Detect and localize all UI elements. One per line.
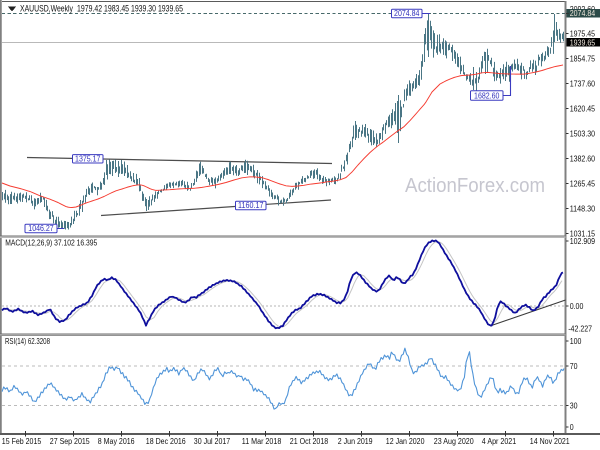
svg-text:1382.60: 1382.60 (570, 154, 596, 163)
svg-text:4 Apr 2021: 4 Apr 2021 (482, 437, 517, 446)
svg-text:2 Jun 2019: 2 Jun 2019 (338, 437, 373, 446)
svg-text:102.909: 102.909 (570, 237, 596, 246)
svg-text:1737.60: 1737.60 (570, 79, 596, 88)
svg-text:2074.84: 2074.84 (394, 9, 420, 18)
svg-text:15 Feb 2015: 15 Feb 2015 (2, 437, 42, 446)
svg-text:12 Jan 2020: 12 Jan 2020 (386, 437, 425, 446)
svg-text:100: 100 (570, 337, 582, 346)
svg-text:1148.30: 1148.30 (570, 204, 596, 213)
svg-text:1046.27: 1046.27 (28, 224, 54, 233)
svg-text:MACD(12,26,9) 37.102 16.395: MACD(12,26,9) 37.102 16.395 (5, 237, 97, 247)
svg-text:1031.15: 1031.15 (570, 229, 596, 238)
svg-text:1979.42 1983.45 1939.30 1939.6: 1979.42 1983.45 1939.30 1939.65 (77, 3, 183, 13)
svg-text:1375.17: 1375.17 (75, 155, 101, 164)
svg-text:ActionForex.com: ActionForex.com (405, 175, 545, 197)
svg-text:21 Oct 2018: 21 Oct 2018 (290, 437, 329, 446)
svg-text:30 Jul 2017: 30 Jul 2017 (194, 437, 231, 446)
svg-text:0.00: 0.00 (570, 302, 584, 311)
svg-text:1503.30: 1503.30 (570, 129, 596, 138)
svg-text:1939.65: 1939.65 (570, 38, 596, 47)
svg-text:1265.45: 1265.45 (570, 179, 596, 188)
svg-text:1682.60: 1682.60 (474, 92, 500, 101)
svg-text:27 Sep 2015: 27 Sep 2015 (50, 437, 90, 446)
svg-text:14 Nov 2021: 14 Nov 2021 (530, 437, 570, 446)
svg-text:0: 0 (570, 423, 574, 432)
svg-text:XAUUSD,Weekly: XAUUSD,Weekly (20, 3, 73, 13)
svg-text:23 Aug 2020: 23 Aug 2020 (434, 437, 474, 446)
svg-text:-42.227: -42.227 (568, 325, 592, 334)
svg-text:8 May 2016: 8 May 2016 (98, 437, 135, 446)
svg-text:1854.75: 1854.75 (570, 54, 596, 63)
svg-text:RSI(14) 62.3208: RSI(14) 62.3208 (5, 336, 50, 346)
svg-text:30: 30 (570, 401, 578, 410)
svg-text:18 Dec 2016: 18 Dec 2016 (146, 437, 186, 446)
svg-text:1975.45: 1975.45 (570, 29, 596, 38)
svg-text:11 Mar 2018: 11 Mar 2018 (242, 437, 282, 446)
svg-text:2074.84: 2074.84 (570, 9, 596, 18)
svg-text:1160.17: 1160.17 (238, 201, 264, 210)
svg-text:70: 70 (570, 362, 578, 371)
svg-text:1620.45: 1620.45 (570, 104, 596, 113)
